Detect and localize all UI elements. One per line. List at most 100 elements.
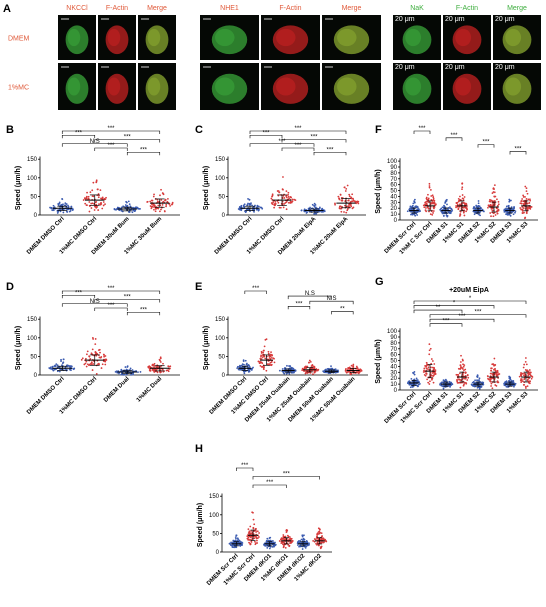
data-point — [428, 349, 431, 352]
data-point — [269, 545, 272, 548]
data-point — [519, 207, 522, 209]
data-point — [152, 206, 155, 208]
data-point — [239, 365, 242, 368]
data-point — [250, 368, 253, 371]
y-tick-label: 50 — [390, 359, 397, 365]
data-point — [462, 211, 465, 214]
data-point — [305, 545, 308, 548]
data-point — [431, 194, 434, 197]
cell-signal — [107, 28, 121, 47]
data-point — [431, 366, 434, 369]
data-point — [493, 364, 496, 367]
data-point — [85, 365, 88, 368]
data-point — [521, 198, 524, 200]
data-point — [312, 540, 315, 542]
data-point — [165, 205, 167, 208]
data-point — [319, 547, 322, 550]
y-axis-label: Speed (μm/h) — [203, 326, 210, 370]
data-point — [472, 206, 475, 209]
data-point — [314, 206, 317, 209]
data-point — [122, 205, 125, 208]
data-point — [97, 196, 100, 199]
data-point — [278, 369, 281, 372]
data-point — [282, 534, 285, 536]
data-point — [278, 191, 281, 194]
data-point — [98, 348, 101, 351]
data-point — [84, 362, 87, 365]
data-point — [313, 538, 316, 540]
data-point — [94, 343, 97, 346]
data-point — [476, 374, 479, 377]
y-tick-label: 40 — [390, 194, 397, 200]
data-point — [507, 204, 510, 207]
data-point — [53, 368, 56, 371]
data-point — [118, 372, 120, 375]
data-point — [253, 540, 256, 543]
data-point — [300, 538, 303, 541]
data-point — [463, 377, 465, 380]
data-point — [81, 357, 84, 360]
data-point — [248, 541, 250, 544]
data-point — [457, 373, 460, 376]
data-point — [320, 538, 323, 540]
data-point — [236, 365, 239, 368]
data-point — [494, 195, 497, 198]
data-point — [80, 358, 83, 361]
data-point — [459, 214, 462, 216]
data-point — [508, 200, 511, 203]
data-point — [348, 193, 351, 196]
data-point — [323, 541, 325, 543]
data-point — [146, 200, 149, 203]
data-point — [246, 203, 249, 206]
data-point — [522, 203, 525, 205]
data-point — [474, 379, 477, 382]
data-point — [256, 539, 258, 542]
data-point — [170, 203, 173, 206]
data-point — [507, 386, 509, 388]
data-point — [406, 210, 409, 213]
data-point — [139, 207, 141, 210]
data-point — [526, 379, 529, 382]
data-point — [263, 366, 265, 368]
data-point — [264, 357, 267, 360]
data-point — [427, 201, 430, 204]
data-point — [523, 363, 526, 366]
data-point — [423, 206, 426, 209]
significance-label: *** — [514, 146, 522, 152]
data-point — [266, 363, 269, 366]
data-point — [497, 200, 500, 203]
significance-bracket — [61, 290, 161, 294]
data-point — [84, 202, 87, 205]
y-axis-label: Speed (μm/h) — [375, 339, 382, 383]
data-point — [506, 208, 509, 210]
data-point — [467, 376, 470, 379]
data-point — [105, 358, 108, 361]
data-point — [289, 537, 292, 540]
data-point — [124, 204, 127, 206]
data-point — [354, 200, 357, 203]
data-point — [301, 369, 304, 372]
data-point — [466, 374, 469, 376]
data-point — [167, 365, 170, 368]
data-point — [150, 207, 153, 210]
data-point — [163, 210, 166, 213]
data-point — [524, 216, 527, 219]
data-point — [313, 202, 316, 205]
data-point — [506, 213, 509, 216]
data-point — [348, 205, 350, 208]
data-point — [303, 210, 306, 213]
y-tick-label: 50 — [218, 354, 225, 360]
data-point — [274, 543, 277, 546]
data-point — [509, 214, 512, 217]
data-point — [268, 355, 271, 358]
data-point — [424, 374, 427, 377]
data-point — [249, 525, 252, 528]
data-point — [510, 208, 512, 210]
data-point — [296, 544, 299, 546]
data-point — [267, 352, 270, 355]
data-point — [446, 203, 448, 206]
data-point — [524, 357, 527, 359]
data-point — [466, 208, 468, 211]
data-point — [510, 199, 512, 202]
data-point — [284, 546, 287, 549]
